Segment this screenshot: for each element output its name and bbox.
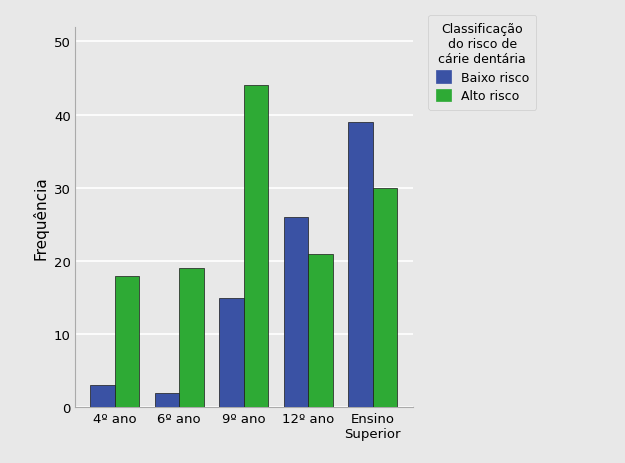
Bar bbox=[284, 218, 308, 407]
Bar bbox=[115, 276, 139, 407]
Bar bbox=[155, 393, 179, 407]
Bar bbox=[348, 123, 372, 407]
Y-axis label: Frequência: Frequência bbox=[32, 176, 48, 259]
Legend: Baixo risco, Alto risco: Baixo risco, Alto risco bbox=[428, 15, 536, 111]
Bar bbox=[308, 254, 332, 407]
Bar bbox=[91, 386, 115, 407]
Bar bbox=[219, 298, 244, 407]
Bar bbox=[244, 86, 268, 407]
Bar bbox=[179, 269, 204, 407]
Bar bbox=[372, 188, 397, 407]
